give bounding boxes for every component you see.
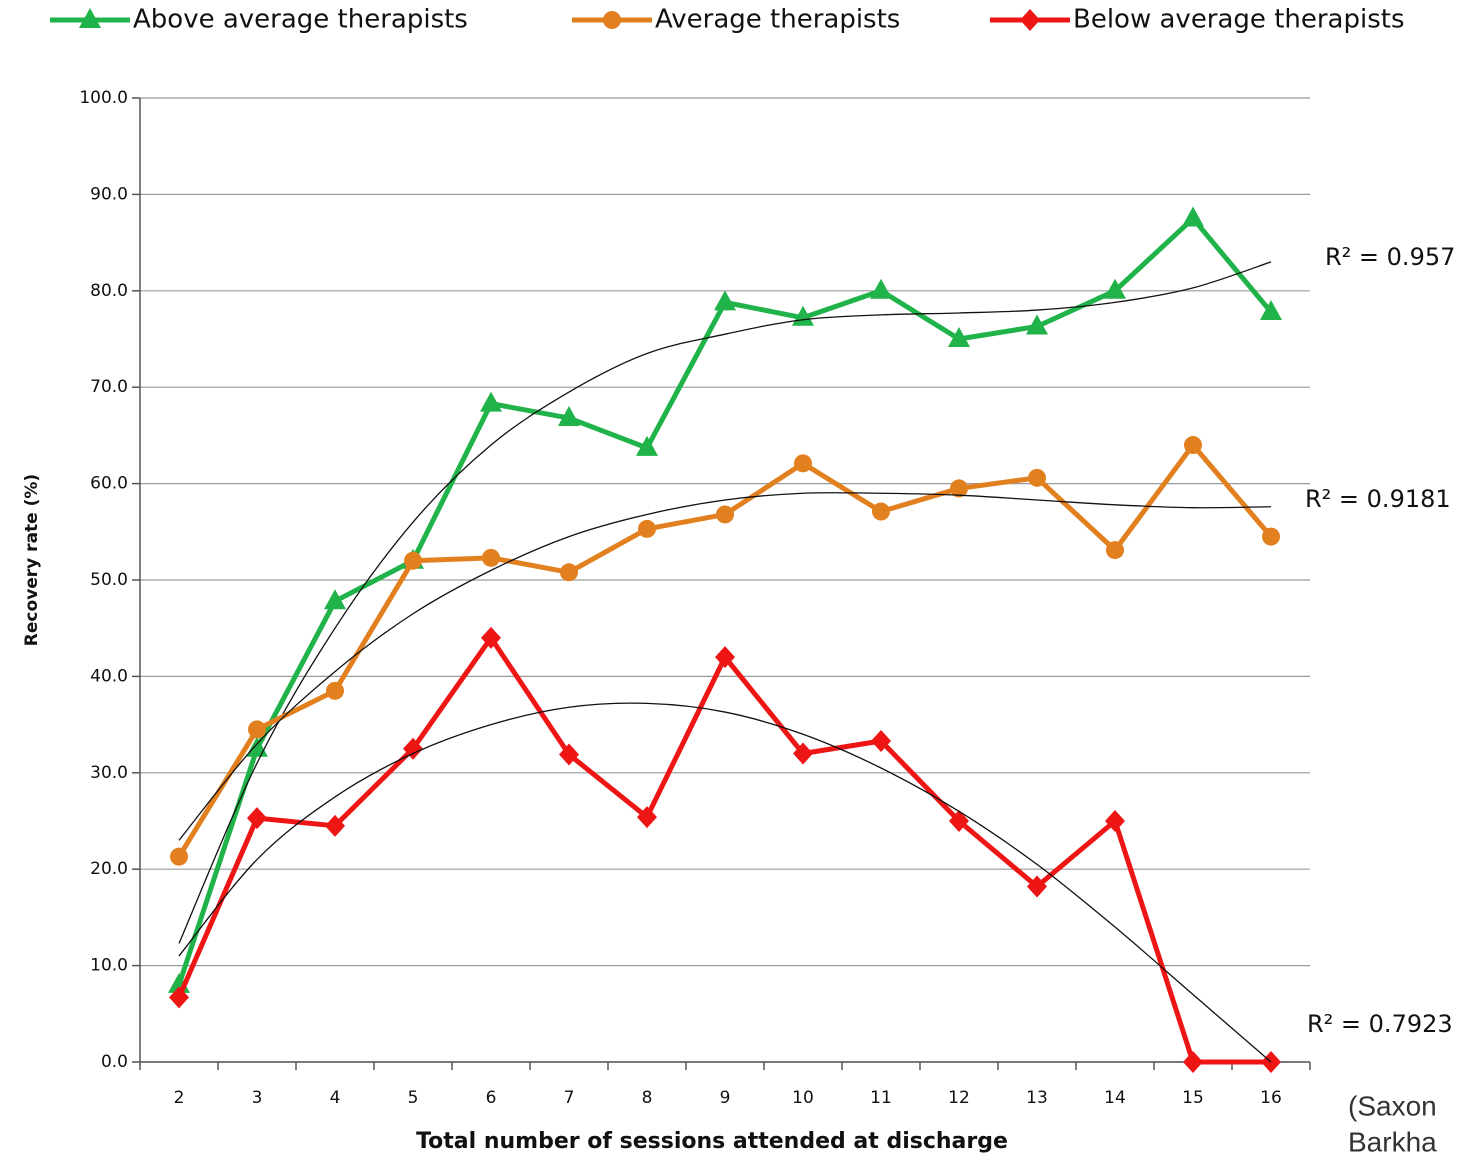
marker [558, 406, 580, 427]
legend-item: Above average therapists [50, 5, 468, 35]
x-tick-label: 7 [564, 1088, 575, 1108]
marker [1027, 875, 1047, 898]
marker [1104, 278, 1126, 299]
marker [325, 814, 345, 837]
r-squared: R² = 0.7923 [1307, 1010, 1453, 1038]
legend-marker [1020, 9, 1040, 31]
x-tick-label: 13 [1026, 1088, 1048, 1108]
marker [324, 589, 346, 610]
marker [794, 454, 812, 473]
x-tick-label: 6 [486, 1088, 497, 1108]
y-tick-label: 10.0 [90, 956, 128, 976]
y-tick-label: 0.0 [101, 1052, 128, 1072]
x-tick-label: 3 [252, 1088, 263, 1108]
legend-marker [603, 11, 621, 29]
marker [326, 681, 344, 700]
marker [1026, 314, 1048, 335]
r-squared: R² = 0.957 [1325, 243, 1455, 271]
marker [1262, 527, 1280, 546]
legend-marker [79, 8, 101, 28]
marker [1028, 468, 1046, 487]
source: Barkha [1348, 1126, 1437, 1157]
trend-line [178, 492, 1272, 841]
marker [482, 548, 500, 567]
marker [1105, 810, 1125, 832]
legend-label: Below average therapists [1073, 5, 1405, 35]
trend-line [178, 261, 1272, 944]
marker [248, 720, 266, 739]
legend-item: Average therapists [572, 5, 900, 35]
marker [1106, 541, 1124, 560]
x-tick-label: 15 [1182, 1088, 1204, 1108]
marker [637, 806, 657, 829]
x-tick-label: 11 [870, 1088, 892, 1108]
y-tick-label: 90.0 [90, 184, 128, 204]
marker [480, 391, 502, 412]
marker [871, 729, 891, 752]
marker [948, 327, 970, 347]
marker [1182, 206, 1204, 227]
x-tick-label: 2 [174, 1088, 185, 1108]
marker [793, 742, 813, 765]
marker [715, 646, 735, 669]
r-squared: R² = 0.9181 [1305, 485, 1451, 513]
y-tick-label: 20.0 [90, 859, 128, 879]
x-tick-label: 8 [642, 1088, 653, 1108]
legend-item: Below average therapists [990, 5, 1405, 35]
series-line [176, 635, 1271, 1065]
marker [950, 479, 968, 498]
marker [170, 847, 188, 866]
y-tick-label: 80.0 [90, 281, 128, 301]
source: (Saxon [1348, 1090, 1437, 1121]
marker [481, 626, 501, 649]
x-tick-label: 9 [720, 1088, 731, 1108]
trend-line [178, 702, 1272, 1063]
marker [636, 435, 658, 456]
marker [559, 743, 579, 766]
marker [404, 551, 422, 570]
y-tick-label: 50.0 [90, 570, 128, 590]
marker [716, 505, 734, 524]
x-tick-label: 14 [1104, 1088, 1126, 1108]
legend-label: Average therapists [655, 5, 900, 35]
x-axis-label: Total number of sessions attended at dis… [416, 1129, 1008, 1154]
marker [247, 807, 267, 830]
y-axis-label: Recovery rate (%) [22, 474, 42, 646]
y-tick-label: 40.0 [90, 666, 128, 686]
y-tick-label: 100.0 [79, 88, 128, 108]
marker [1260, 300, 1282, 321]
x-tick-label: 10 [792, 1088, 814, 1108]
series-line [176, 216, 1273, 986]
y-tick-label: 60.0 [90, 474, 128, 494]
marker [1183, 1051, 1203, 1073]
x-tick-label: 4 [330, 1088, 341, 1108]
marker [403, 737, 423, 760]
marker [714, 290, 736, 311]
y-tick-label: 30.0 [90, 763, 128, 783]
marker [1184, 436, 1202, 455]
x-tick-label: 12 [948, 1088, 970, 1108]
x-tick-label: 16 [1260, 1088, 1282, 1108]
marker [560, 563, 578, 582]
marker [638, 519, 656, 538]
marker [169, 986, 189, 1009]
x-tick-label: 5 [408, 1088, 419, 1108]
y-tick-label: 70.0 [90, 377, 128, 397]
legend-label: Above average therapists [133, 5, 468, 35]
marker [870, 278, 892, 299]
marker [872, 502, 890, 521]
marker [949, 810, 969, 832]
